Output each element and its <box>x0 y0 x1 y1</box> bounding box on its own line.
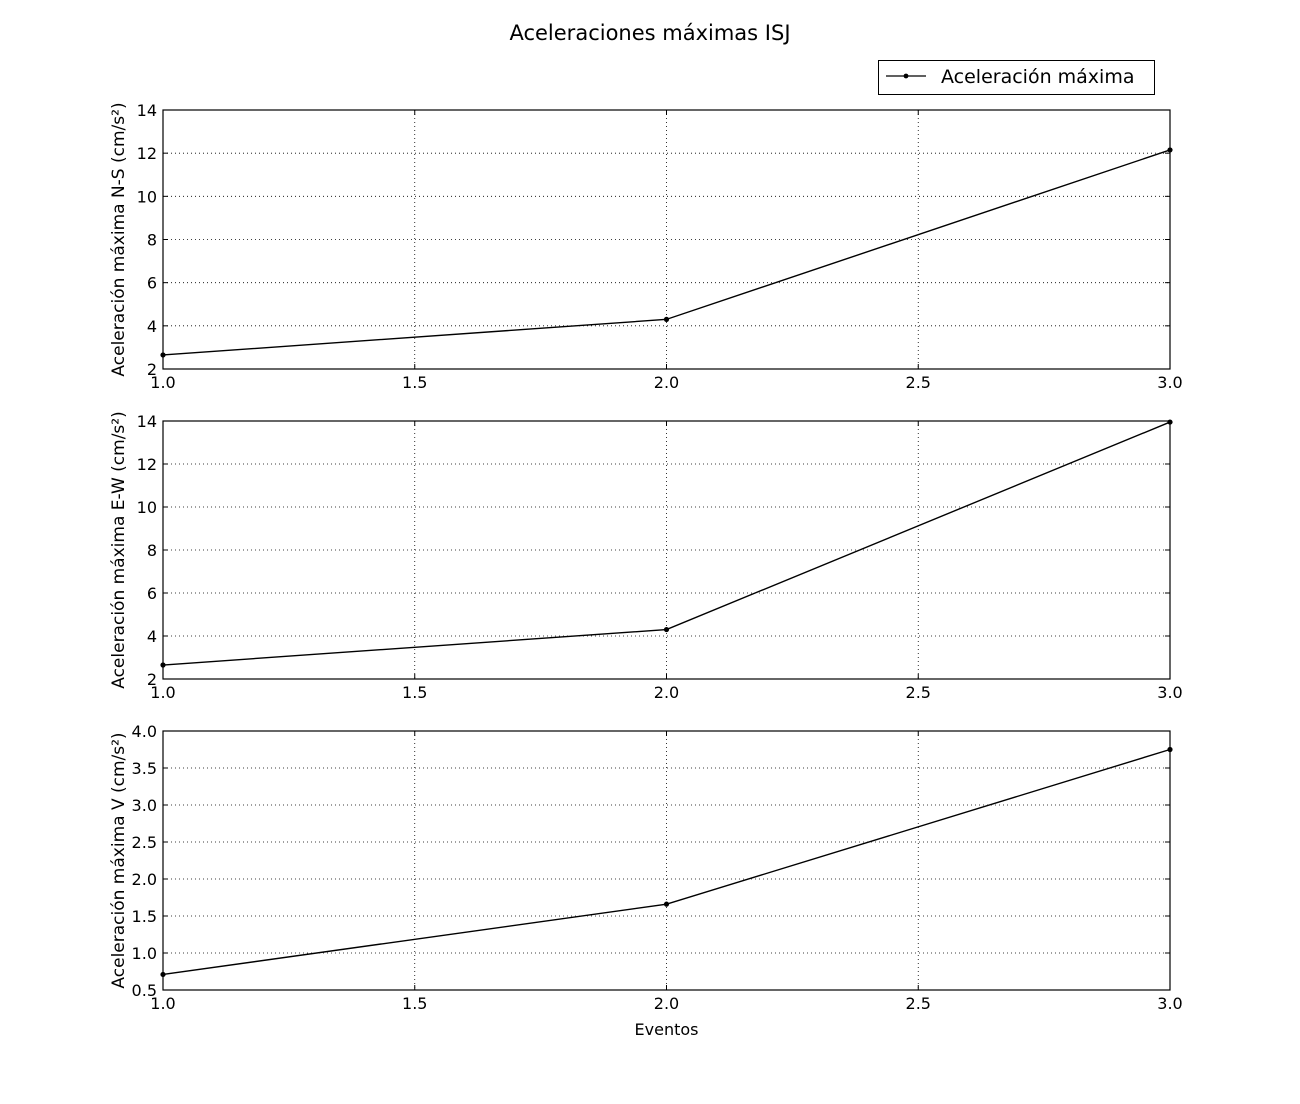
y-tick-label: 3.0 <box>132 796 157 815</box>
plot-area <box>163 110 1170 369</box>
y-tick-label: 14 <box>137 101 157 120</box>
data-point <box>160 662 166 668</box>
x-tick-label: 2.0 <box>654 683 679 702</box>
data-point <box>1167 419 1173 425</box>
y-tick-label: 4 <box>147 627 157 646</box>
x-tick-label: 2.5 <box>906 994 931 1013</box>
subplot-2: 1.0 1.5 2.0 2.5 3.0 2 4 6 8 10 12 14 Aceleración máx… <box>109 411 1183 702</box>
x-tick-label: 2.5 <box>906 683 931 702</box>
y-tick-label: 2.5 <box>132 833 157 852</box>
subplot-1: 1.0 1.5 2.0 2.5 3.0 2 4 6 8 10 12 14 Aceleración máx… <box>109 101 1183 392</box>
legend-label: Aceleración máxima <box>941 66 1134 88</box>
y-tick-label: 4 <box>147 317 157 336</box>
x-tick-label: 1.5 <box>402 683 427 702</box>
y-tick-label: 12 <box>137 144 157 163</box>
data-point <box>160 352 166 358</box>
y-tick-label: 2 <box>147 360 157 379</box>
y-tick-label: 2.0 <box>132 870 157 889</box>
x-tick-label: 2.0 <box>654 373 679 392</box>
y-axis-label: Aceleración máxima E-W (cm/s²) <box>109 411 129 689</box>
x-tick-label: 3.0 <box>1157 373 1182 392</box>
x-tick-label: 3.0 <box>1157 683 1182 702</box>
plot-area <box>163 731 1170 990</box>
y-tick-label: 4.0 <box>132 722 157 741</box>
y-tick-label: 1.5 <box>132 907 157 926</box>
x-tick-label: 3.0 <box>1157 994 1182 1013</box>
y-tick-label: 3.5 <box>132 759 157 778</box>
y-tick-label: 8 <box>147 231 157 250</box>
y-tick-label: 10 <box>137 187 157 206</box>
axes-frame <box>162 420 1171 680</box>
y-tick-label: 6 <box>147 274 157 293</box>
legend-marker-sample <box>903 73 909 79</box>
y-tick-label: 0.5 <box>132 981 157 1000</box>
y-axis-label: Aceleración máxima N-S (cm/s²) <box>109 102 129 376</box>
data-point <box>663 901 670 907</box>
y-tick-label: 2 <box>147 670 157 689</box>
subplot-3: 1.0 1.5 2.0 2.5 3.00.51.01.52.02.53.03.54.0A… <box>109 722 1183 1039</box>
x-tick-label: 1.0 <box>150 373 175 392</box>
y-tick-label: 14 <box>137 412 157 431</box>
y-tick-label: 6 <box>147 584 157 603</box>
x-tick-label: 1.5 <box>402 373 427 392</box>
x-tick-label: 2.0 <box>654 994 679 1013</box>
axes-frame <box>162 730 1171 991</box>
x-tick-label: 1.5 <box>402 994 427 1013</box>
x-tick-label: 1.0 <box>150 994 175 1013</box>
data-point <box>663 626 670 633</box>
x-tick-label: 1.0 <box>150 683 175 702</box>
legend-box <box>878 60 1155 95</box>
x-axis-label: Eventos <box>635 1020 699 1039</box>
data-point <box>1167 147 1173 153</box>
axes-frame <box>162 109 1171 370</box>
x-tick-label: 2.5 <box>906 373 931 392</box>
figure-title: Aceleraciones máximas ISJ <box>509 21 790 45</box>
legend: Aceleración máxima <box>878 60 1155 95</box>
data-point <box>160 971 166 978</box>
y-tick-label: 10 <box>137 498 157 517</box>
y-tick-label: 1.0 <box>132 944 157 963</box>
y-tick-label: 12 <box>137 455 157 474</box>
y-axis-label: Aceleración máxima V (cm/s²) <box>109 732 129 988</box>
data-point <box>1167 746 1173 753</box>
y-tick-label: 8 <box>147 541 157 560</box>
subplots: 1.0 1.5 2.0 2.5 3.0 2 4 6 8 10 12 14 Aceleración máx… <box>109 101 1183 1039</box>
data-point <box>663 316 670 322</box>
